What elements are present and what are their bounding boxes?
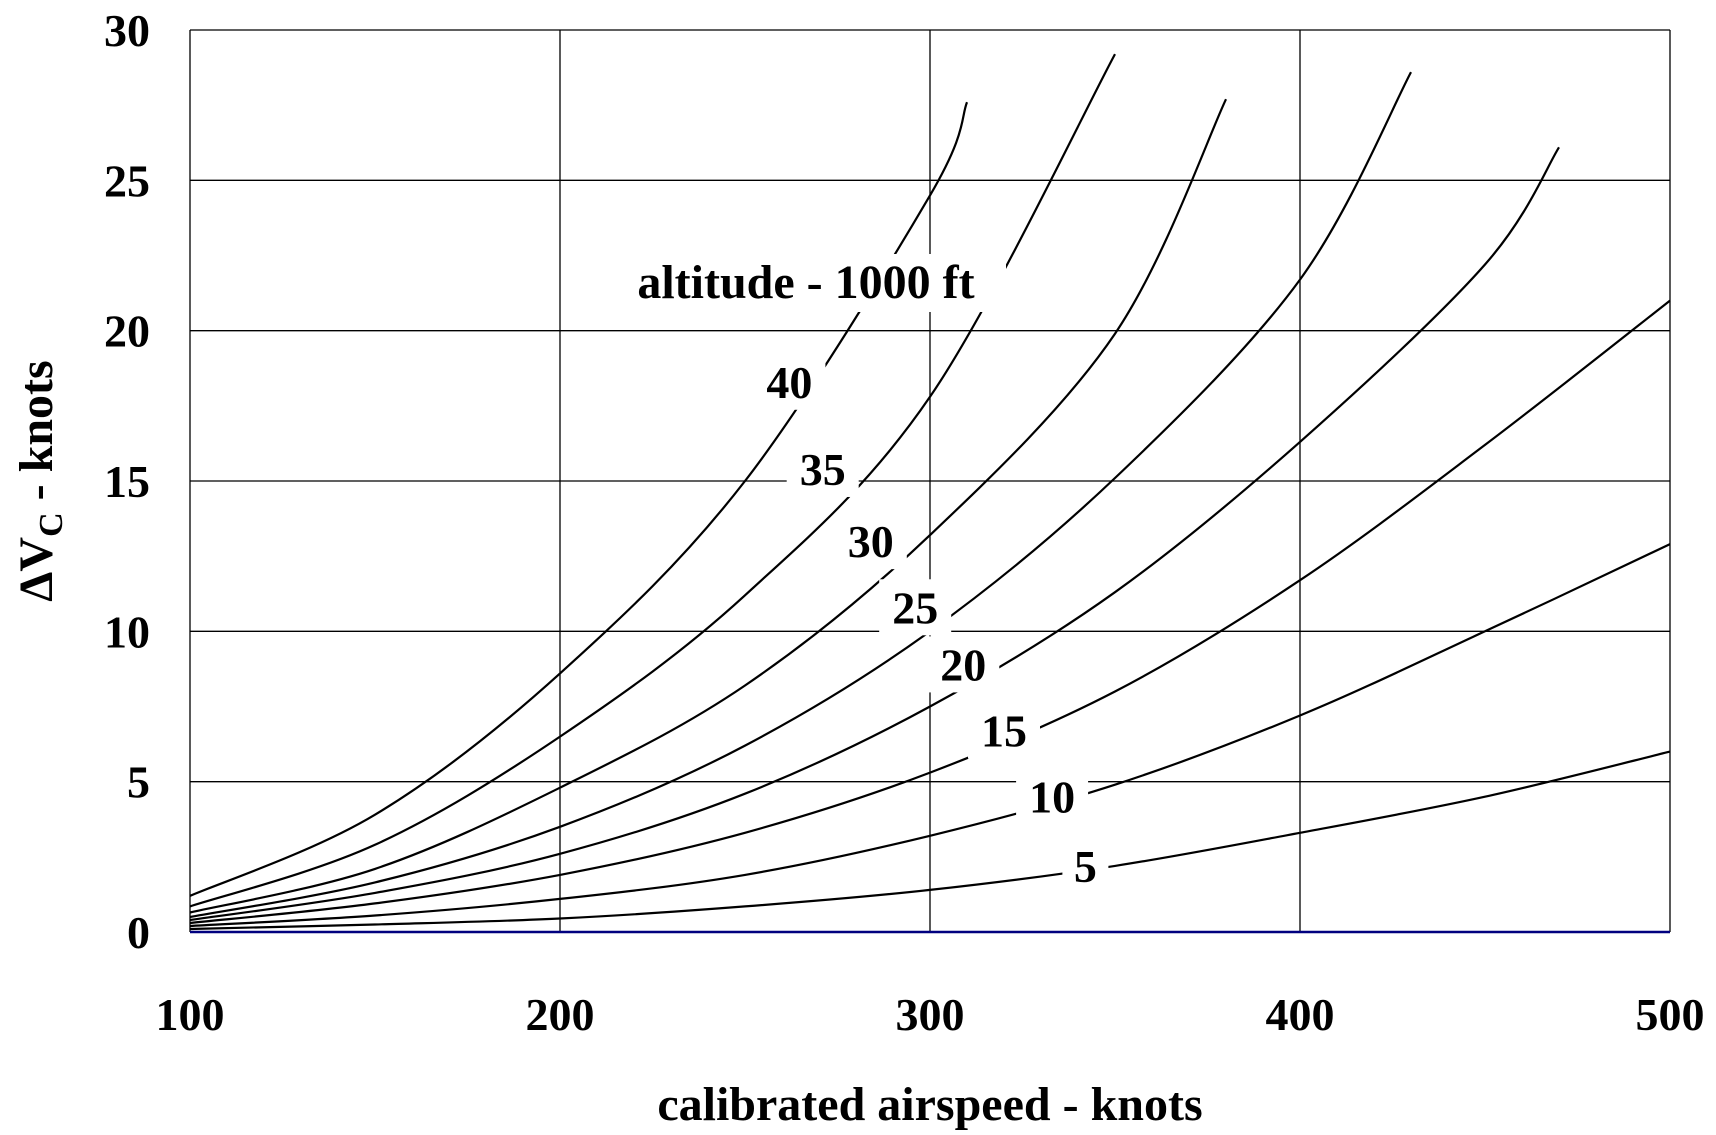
y-tick-20: 20 <box>104 306 150 357</box>
curve-label-25: 25 <box>892 582 938 633</box>
curve-label-bg-40 <box>753 353 826 410</box>
curve-label-35: 35 <box>800 444 846 495</box>
y-tick-5: 5 <box>127 757 150 808</box>
x-tick-500: 500 <box>1636 989 1705 1040</box>
curve-altitude-25 <box>189 71 1412 919</box>
curve-altitude-10 <box>189 543 1671 928</box>
curve-label-bg-30 <box>834 513 907 570</box>
y-tick-labels: 0 5 10 15 20 25 30 <box>104 5 150 958</box>
y-tick-15: 15 <box>104 456 150 507</box>
y-axis-label: ΔVC - knots <box>10 360 70 601</box>
x-tick-labels: 100 200 300 400 500 <box>156 989 1705 1040</box>
curve-label-20: 20 <box>940 639 986 690</box>
curve-label-bg-35 <box>786 440 859 497</box>
curve-label-bg-15 <box>968 702 1040 759</box>
y-axis-label-prefix: ΔV <box>10 537 63 602</box>
curve-label-5: 5 <box>1074 841 1097 892</box>
curve-altitude-30 <box>189 98 1227 914</box>
y-axis-label-suffix: - knots <box>10 360 63 512</box>
curve-label-30: 30 <box>848 516 894 567</box>
curve-label-bg-20 <box>927 636 1000 693</box>
curve-label-bg-5 <box>1062 837 1109 894</box>
grid <box>189 29 1671 933</box>
curve-label-40: 40 <box>766 357 812 408</box>
x-tick-100: 100 <box>156 989 225 1040</box>
curve-label-10: 10 <box>1029 772 1075 823</box>
curve-altitude-15 <box>189 299 1671 925</box>
y-tick-25: 25 <box>104 155 150 206</box>
y-tick-0: 0 <box>127 907 150 958</box>
annotation-altitude: altitude - 1000 ft <box>637 256 974 309</box>
curve-altitude-20 <box>189 146 1560 922</box>
y-tick-10: 10 <box>104 606 150 657</box>
x-tick-300: 300 <box>896 989 965 1040</box>
curve-altitude-40 <box>189 101 969 897</box>
annotation-background <box>606 254 1006 312</box>
curve-label-bg-10 <box>1016 768 1089 825</box>
curve-label-15: 15 <box>981 706 1027 757</box>
x-axis-label: calibrated airspeed - knots <box>657 1078 1202 1131</box>
curve-label-bg-25 <box>879 579 952 636</box>
altitude-curves <box>189 53 1671 931</box>
curve-altitude-5 <box>189 750 1671 931</box>
curve-altitude-35 <box>189 53 1116 908</box>
y-axis-label-sub: C <box>33 512 70 537</box>
x-tick-200: 200 <box>526 989 595 1040</box>
x-tick-400: 400 <box>1266 989 1335 1040</box>
y-tick-30: 30 <box>104 5 150 56</box>
